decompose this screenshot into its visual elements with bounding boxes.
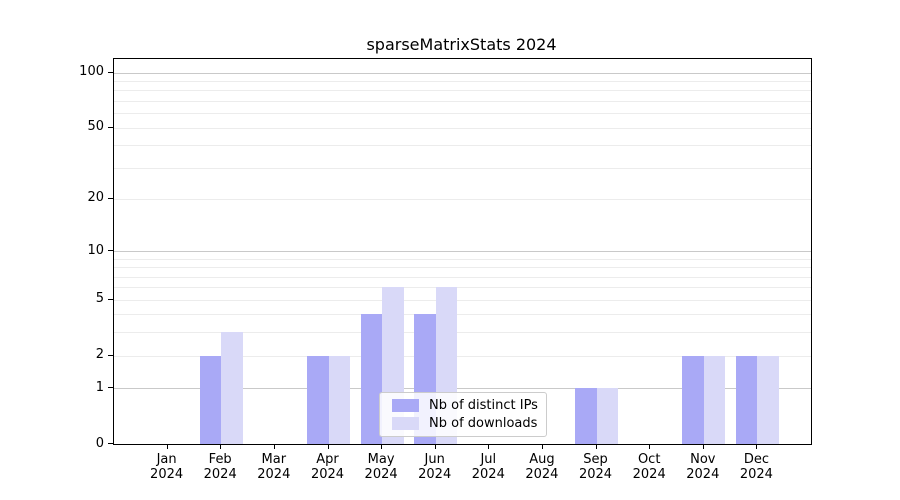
x-tick-mark-may	[381, 444, 383, 449]
x-tick-label-jan: Jan 2024	[150, 452, 184, 482]
gridline-y-70	[114, 100, 811, 102]
bar-apr-downloads	[328, 355, 350, 444]
gridline-y-8	[114, 267, 811, 269]
x-tick-label-oct: Oct 2024	[632, 452, 666, 482]
x-tick-mark-jan	[166, 444, 168, 449]
y-tick-label-2: 2	[95, 347, 104, 363]
x-tick-mark-oct	[649, 444, 651, 449]
gridline-y-6	[114, 287, 811, 289]
gridline-y-50	[114, 127, 811, 129]
gridline-y-9	[114, 258, 811, 260]
x-tick-mark-jun	[434, 444, 436, 449]
gridline-y-40	[114, 145, 811, 147]
x-tick-label-mar: Mar 2024	[257, 452, 291, 482]
chart-title: sparseMatrixStats 2024	[366, 35, 557, 54]
y-tick-mark-100	[108, 71, 113, 73]
x-tick-mark-nov	[702, 444, 704, 449]
x-tick-mark-feb	[220, 444, 222, 449]
bar-feb-distinct-ips	[199, 355, 222, 444]
bar-dec-downloads	[757, 355, 779, 444]
legend-item-downloads: Nb of downloads	[380, 415, 546, 431]
y-tick-label-100: 100	[79, 64, 104, 79]
y-tick-mark-5	[108, 298, 113, 300]
x-tick-label-feb: Feb 2024	[203, 452, 237, 482]
gridline-y-5	[114, 299, 811, 301]
legend-label-downloads: Nb of downloads	[429, 415, 538, 431]
y-tick-mark-0	[108, 443, 113, 444]
gridline-y-4	[114, 314, 811, 316]
gridline-y-10	[114, 251, 811, 252]
y-tick-mark-20	[108, 197, 113, 199]
bar-sep-downloads	[596, 388, 618, 444]
y-tick-mark-50	[108, 126, 113, 128]
x-tick-mark-jul	[488, 444, 490, 449]
x-tick-label-sep: Sep 2024	[578, 452, 613, 482]
x-tick-label-nov: Nov 2024	[686, 452, 720, 482]
x-tick-label-jul: Jul 2024	[471, 452, 505, 482]
gridline-y-3	[114, 332, 811, 334]
x-tick-mark-aug	[541, 444, 543, 449]
y-tick-label-50: 50	[87, 119, 104, 134]
y-tick-label-10: 10	[87, 242, 104, 258]
bar-feb-downloads	[221, 332, 243, 444]
gridline-y-20	[114, 198, 811, 200]
y-tick-mark-10	[108, 250, 113, 251]
x-tick-mark-mar	[273, 444, 275, 449]
plot-area	[113, 58, 812, 445]
y-tick-mark-1	[108, 387, 113, 389]
bar-apr-distinct-ips	[307, 355, 329, 444]
y-tick-label-20: 20	[87, 190, 104, 206]
gridline-y-100	[114, 72, 811, 74]
bar-nov-downloads	[703, 355, 726, 444]
y-tick-mark-2	[108, 354, 113, 356]
bar-sep-distinct-ips	[575, 388, 597, 444]
x-tick-label-apr: Apr 2024	[310, 452, 345, 482]
legend-label-distinct-ips: Nb of distinct IPs	[429, 397, 538, 413]
gridline-y-60	[114, 113, 811, 115]
x-tick-label-jun: Jun 2024	[418, 452, 452, 482]
y-tick-label-0: 0	[95, 435, 104, 451]
gridline-y-2	[114, 355, 811, 357]
x-tick-label-dec: Dec 2024	[739, 452, 773, 482]
x-tick-label-aug: Aug 2024	[525, 452, 559, 482]
gridline-y-90	[114, 80, 811, 82]
gridline-y-1	[114, 388, 811, 390]
gridline-y-30	[114, 167, 811, 169]
legend-swatch-downloads	[392, 417, 419, 430]
bar-nov-distinct-ips	[682, 355, 704, 444]
y-tick-label-1: 1	[95, 379, 104, 395]
legend-item-distinct-ips: Nb of distinct IPs	[380, 397, 546, 413]
x-tick-mark-sep	[595, 444, 597, 449]
x-tick-label-may: May 2024	[364, 452, 398, 482]
legend-swatch-distinct-ips	[392, 399, 419, 412]
bar-may-distinct-ips	[360, 314, 383, 444]
x-tick-mark-apr	[327, 444, 329, 449]
gridline-y-7	[114, 276, 811, 278]
legend: Nb of distinct IPs Nb of downloads	[379, 392, 547, 437]
gridline-y-80	[114, 90, 811, 92]
bar-dec-distinct-ips	[735, 355, 758, 444]
y-tick-label-5: 5	[95, 291, 104, 307]
x-tick-mark-dec	[756, 444, 758, 449]
